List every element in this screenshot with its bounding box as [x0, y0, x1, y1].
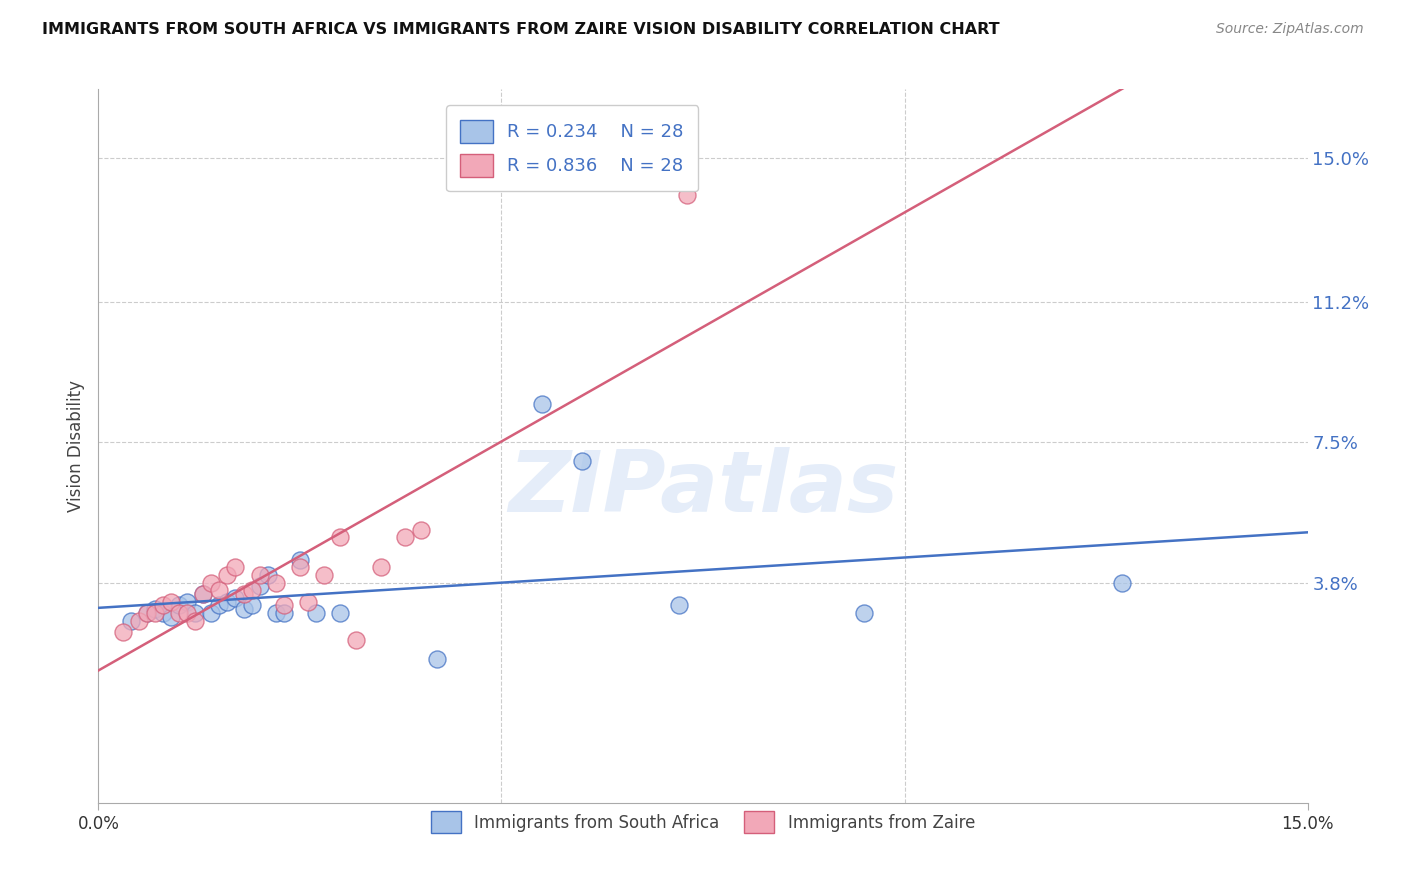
Point	[329, 530, 352, 544]
Point	[224, 591, 246, 605]
Text: IMMIGRANTS FROM SOUTH AFRICA VS IMMIGRANTS FROM ZAIRE VISION DISABILITY CORRELAT: IMMIGRANTS FROM SOUTH AFRICA VS IMMIGRAN…	[42, 22, 1000, 37]
Point	[288, 560, 311, 574]
Point	[249, 579, 271, 593]
Point	[305, 606, 328, 620]
Point	[143, 602, 166, 616]
Point	[249, 568, 271, 582]
Point	[273, 606, 295, 620]
Point	[200, 575, 222, 590]
Point	[160, 609, 183, 624]
Point	[193, 587, 215, 601]
Point	[426, 651, 449, 665]
Point	[344, 632, 367, 647]
Point	[176, 594, 198, 608]
Point	[217, 568, 239, 582]
Text: ZIPatlas: ZIPatlas	[508, 447, 898, 531]
Point	[530, 397, 553, 411]
Point	[208, 583, 231, 598]
Point	[232, 602, 254, 616]
Point	[200, 606, 222, 620]
Point	[232, 587, 254, 601]
Point	[264, 575, 287, 590]
Point	[111, 625, 134, 640]
Point	[135, 606, 157, 620]
Point	[273, 599, 295, 613]
Point	[668, 599, 690, 613]
Point	[329, 606, 352, 620]
Text: Source: ZipAtlas.com: Source: ZipAtlas.com	[1216, 22, 1364, 37]
Point	[152, 599, 174, 613]
Point	[224, 560, 246, 574]
Point	[135, 606, 157, 620]
Point	[167, 606, 190, 620]
Point	[240, 583, 263, 598]
Y-axis label: Vision Disability: Vision Disability	[66, 380, 84, 512]
Point	[152, 606, 174, 620]
Point	[264, 606, 287, 620]
Point	[128, 614, 150, 628]
Point	[184, 606, 207, 620]
Point	[217, 594, 239, 608]
Point	[370, 560, 392, 574]
Point	[853, 606, 876, 620]
Point	[120, 614, 142, 628]
Point	[1111, 575, 1133, 590]
Point	[297, 594, 319, 608]
Point	[676, 188, 699, 202]
Point	[394, 530, 416, 544]
Point	[184, 614, 207, 628]
Point	[571, 454, 593, 468]
Point	[143, 606, 166, 620]
Point	[167, 599, 190, 613]
Point	[256, 568, 278, 582]
Point	[176, 606, 198, 620]
Legend: Immigrants from South Africa, Immigrants from Zaire: Immigrants from South Africa, Immigrants…	[419, 799, 987, 845]
Point	[193, 587, 215, 601]
Point	[208, 599, 231, 613]
Point	[409, 523, 432, 537]
Point	[160, 594, 183, 608]
Point	[314, 568, 336, 582]
Point	[240, 599, 263, 613]
Point	[288, 553, 311, 567]
